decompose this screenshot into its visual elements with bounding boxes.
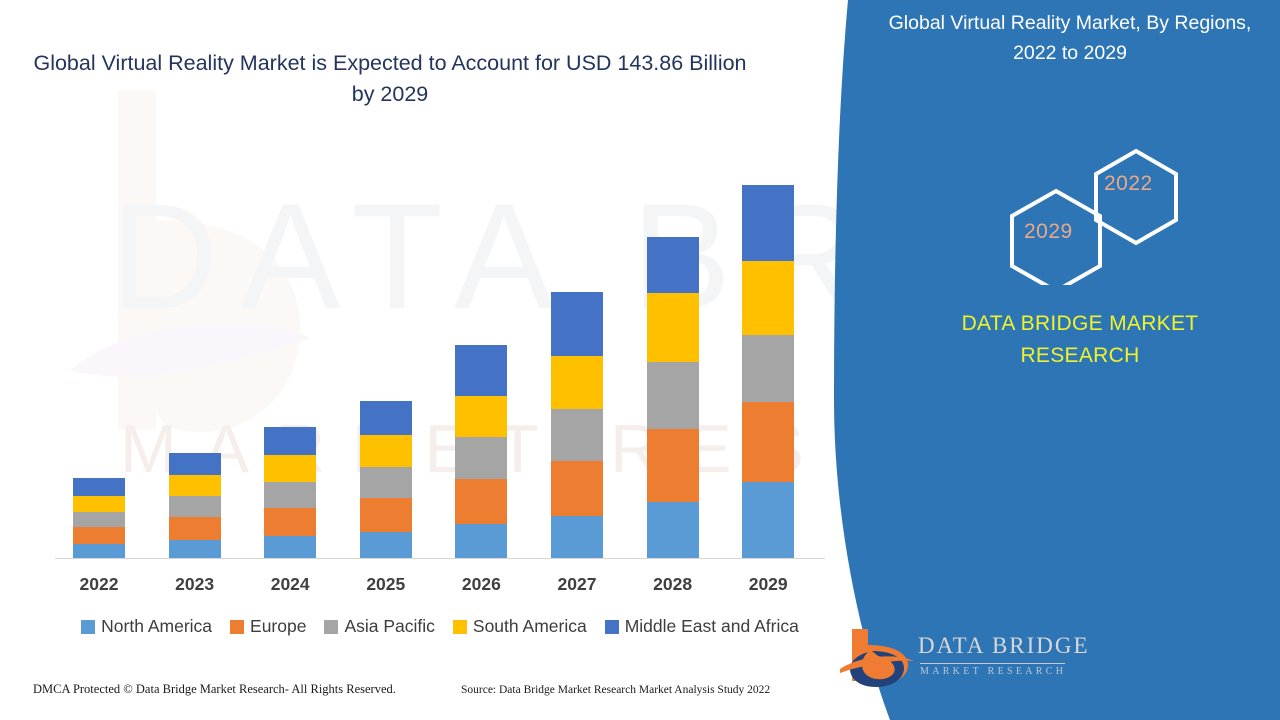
bar-segment	[742, 402, 795, 482]
legend-swatch-icon	[604, 619, 619, 634]
bar-2023	[168, 453, 221, 558]
logo-title: DATA BRIDGE	[918, 633, 1090, 658]
x-axis-label: 2024	[270, 574, 310, 594]
bar-segment	[551, 292, 603, 356]
bar-segment	[168, 540, 221, 558]
bar-2022	[73, 478, 125, 558]
bar-segment	[168, 453, 221, 475]
bar-2025	[359, 401, 412, 558]
bar-segment	[646, 429, 699, 502]
bar-segment	[551, 409, 603, 461]
bar-2027	[551, 292, 603, 558]
data-bridge-logo-icon	[840, 629, 914, 687]
x-axis-label: 2029	[748, 574, 788, 594]
bar-segment	[646, 502, 699, 558]
chart-legend: North America Europe Asia Pacific South Ame…	[45, 616, 835, 637]
legend-label: Middle East and Africa	[624, 616, 799, 636]
bar-segment	[73, 527, 125, 544]
legend-swatch-icon	[452, 619, 467, 634]
bar-segment	[73, 512, 125, 527]
panel-background-shape	[834, 0, 1280, 720]
footer-source: Source: Data Bridge Market Research Mark…	[461, 684, 771, 696]
bar-segment	[73, 544, 125, 558]
bar-segment	[73, 478, 125, 496]
bar-segment	[359, 467, 412, 499]
bar-segment	[264, 482, 317, 508]
bar-segment	[264, 427, 317, 455]
bar-segment	[646, 237, 699, 294]
hexagon-label-start: 2022	[1104, 172, 1153, 195]
bar-segment	[359, 498, 412, 533]
logo-divider	[920, 663, 1065, 664]
x-axis-label: 2028	[653, 574, 693, 594]
bar-2026	[455, 345, 508, 558]
hexagon-group: 2022 2029	[968, 145, 1218, 294]
bar-segment	[359, 532, 412, 558]
x-axis-label: 2025	[366, 574, 406, 594]
legend-label: Europe	[250, 616, 307, 636]
bar-segment	[551, 356, 603, 409]
bar-segment	[742, 335, 795, 402]
bar-segment	[742, 482, 795, 558]
logo-subtitle: MARKET RESEARCH	[920, 666, 1067, 677]
x-axis-label: 2027	[557, 574, 597, 594]
bar-2028	[646, 237, 699, 558]
bar-segment	[359, 401, 412, 436]
chart-title: Global Virtual Reality Market is Expecte…	[33, 51, 747, 106]
bar-segment	[742, 185, 795, 261]
bar-segment	[551, 516, 603, 558]
company-logo: DATA BRIDGE MARKET RESEARCH	[838, 625, 1088, 695]
legend-item[interactable]: South America	[452, 616, 587, 637]
legend-swatch-icon	[230, 619, 245, 634]
bar-segment	[455, 524, 508, 558]
bar-segment	[168, 475, 221, 496]
footer: DMCA Protected © Data Bridge Market Rese…	[0, 682, 845, 706]
x-axis-label: 2022	[79, 574, 119, 594]
bar-segment	[455, 345, 508, 396]
bar-segment	[742, 261, 795, 335]
legend-swatch-icon	[324, 619, 339, 634]
bar-segment	[264, 536, 317, 558]
hexagon-outlines-icon	[1010, 148, 1178, 294]
legend-swatch-icon	[81, 619, 96, 634]
x-axis-line	[55, 558, 825, 559]
bar-segment	[359, 435, 412, 468]
x-axis-labels: 2022 2023 2024 2025 2026 2027 2028 2029	[55, 574, 825, 600]
x-axis-label: 2026	[461, 574, 501, 594]
right-panel: Global Virtual Reality Market, By Region…	[820, 0, 1280, 720]
hexagon-label-end: 2029	[1024, 220, 1073, 243]
panel-brand-text: DATA BRIDGE MARKET RESEARCH	[961, 312, 1199, 367]
legend-item[interactable]: Middle East and Africa	[604, 616, 799, 637]
bar-segment	[168, 496, 221, 517]
legend-item[interactable]: Europe	[230, 616, 306, 637]
legend-label: South America	[472, 616, 587, 636]
x-axis-label: 2023	[175, 574, 215, 594]
bar-segment	[455, 396, 508, 437]
legend-item[interactable]: North America	[81, 616, 212, 637]
bar-segment	[646, 293, 699, 363]
bar-segment	[455, 479, 508, 524]
bar-2029	[742, 185, 795, 558]
legend-label: Asia Pacific	[344, 616, 435, 636]
bar-segment	[551, 461, 603, 516]
bar-segment	[646, 362, 699, 430]
footer-copyright: DMCA Protected © Data Bridge Market Rese…	[33, 682, 396, 696]
bar-segment	[73, 496, 125, 512]
legend-label: North America	[101, 616, 213, 636]
legend-item[interactable]: Asia Pacific	[324, 616, 435, 637]
bar-segment	[264, 455, 317, 482]
bar-segment	[455, 437, 508, 479]
panel-title: Global Virtual Reality Market, By Region…	[888, 12, 1252, 64]
chart-plot-area	[55, 140, 825, 559]
bar-segment	[168, 517, 221, 540]
bar-2024	[264, 427, 317, 558]
bar-segment	[264, 508, 317, 536]
